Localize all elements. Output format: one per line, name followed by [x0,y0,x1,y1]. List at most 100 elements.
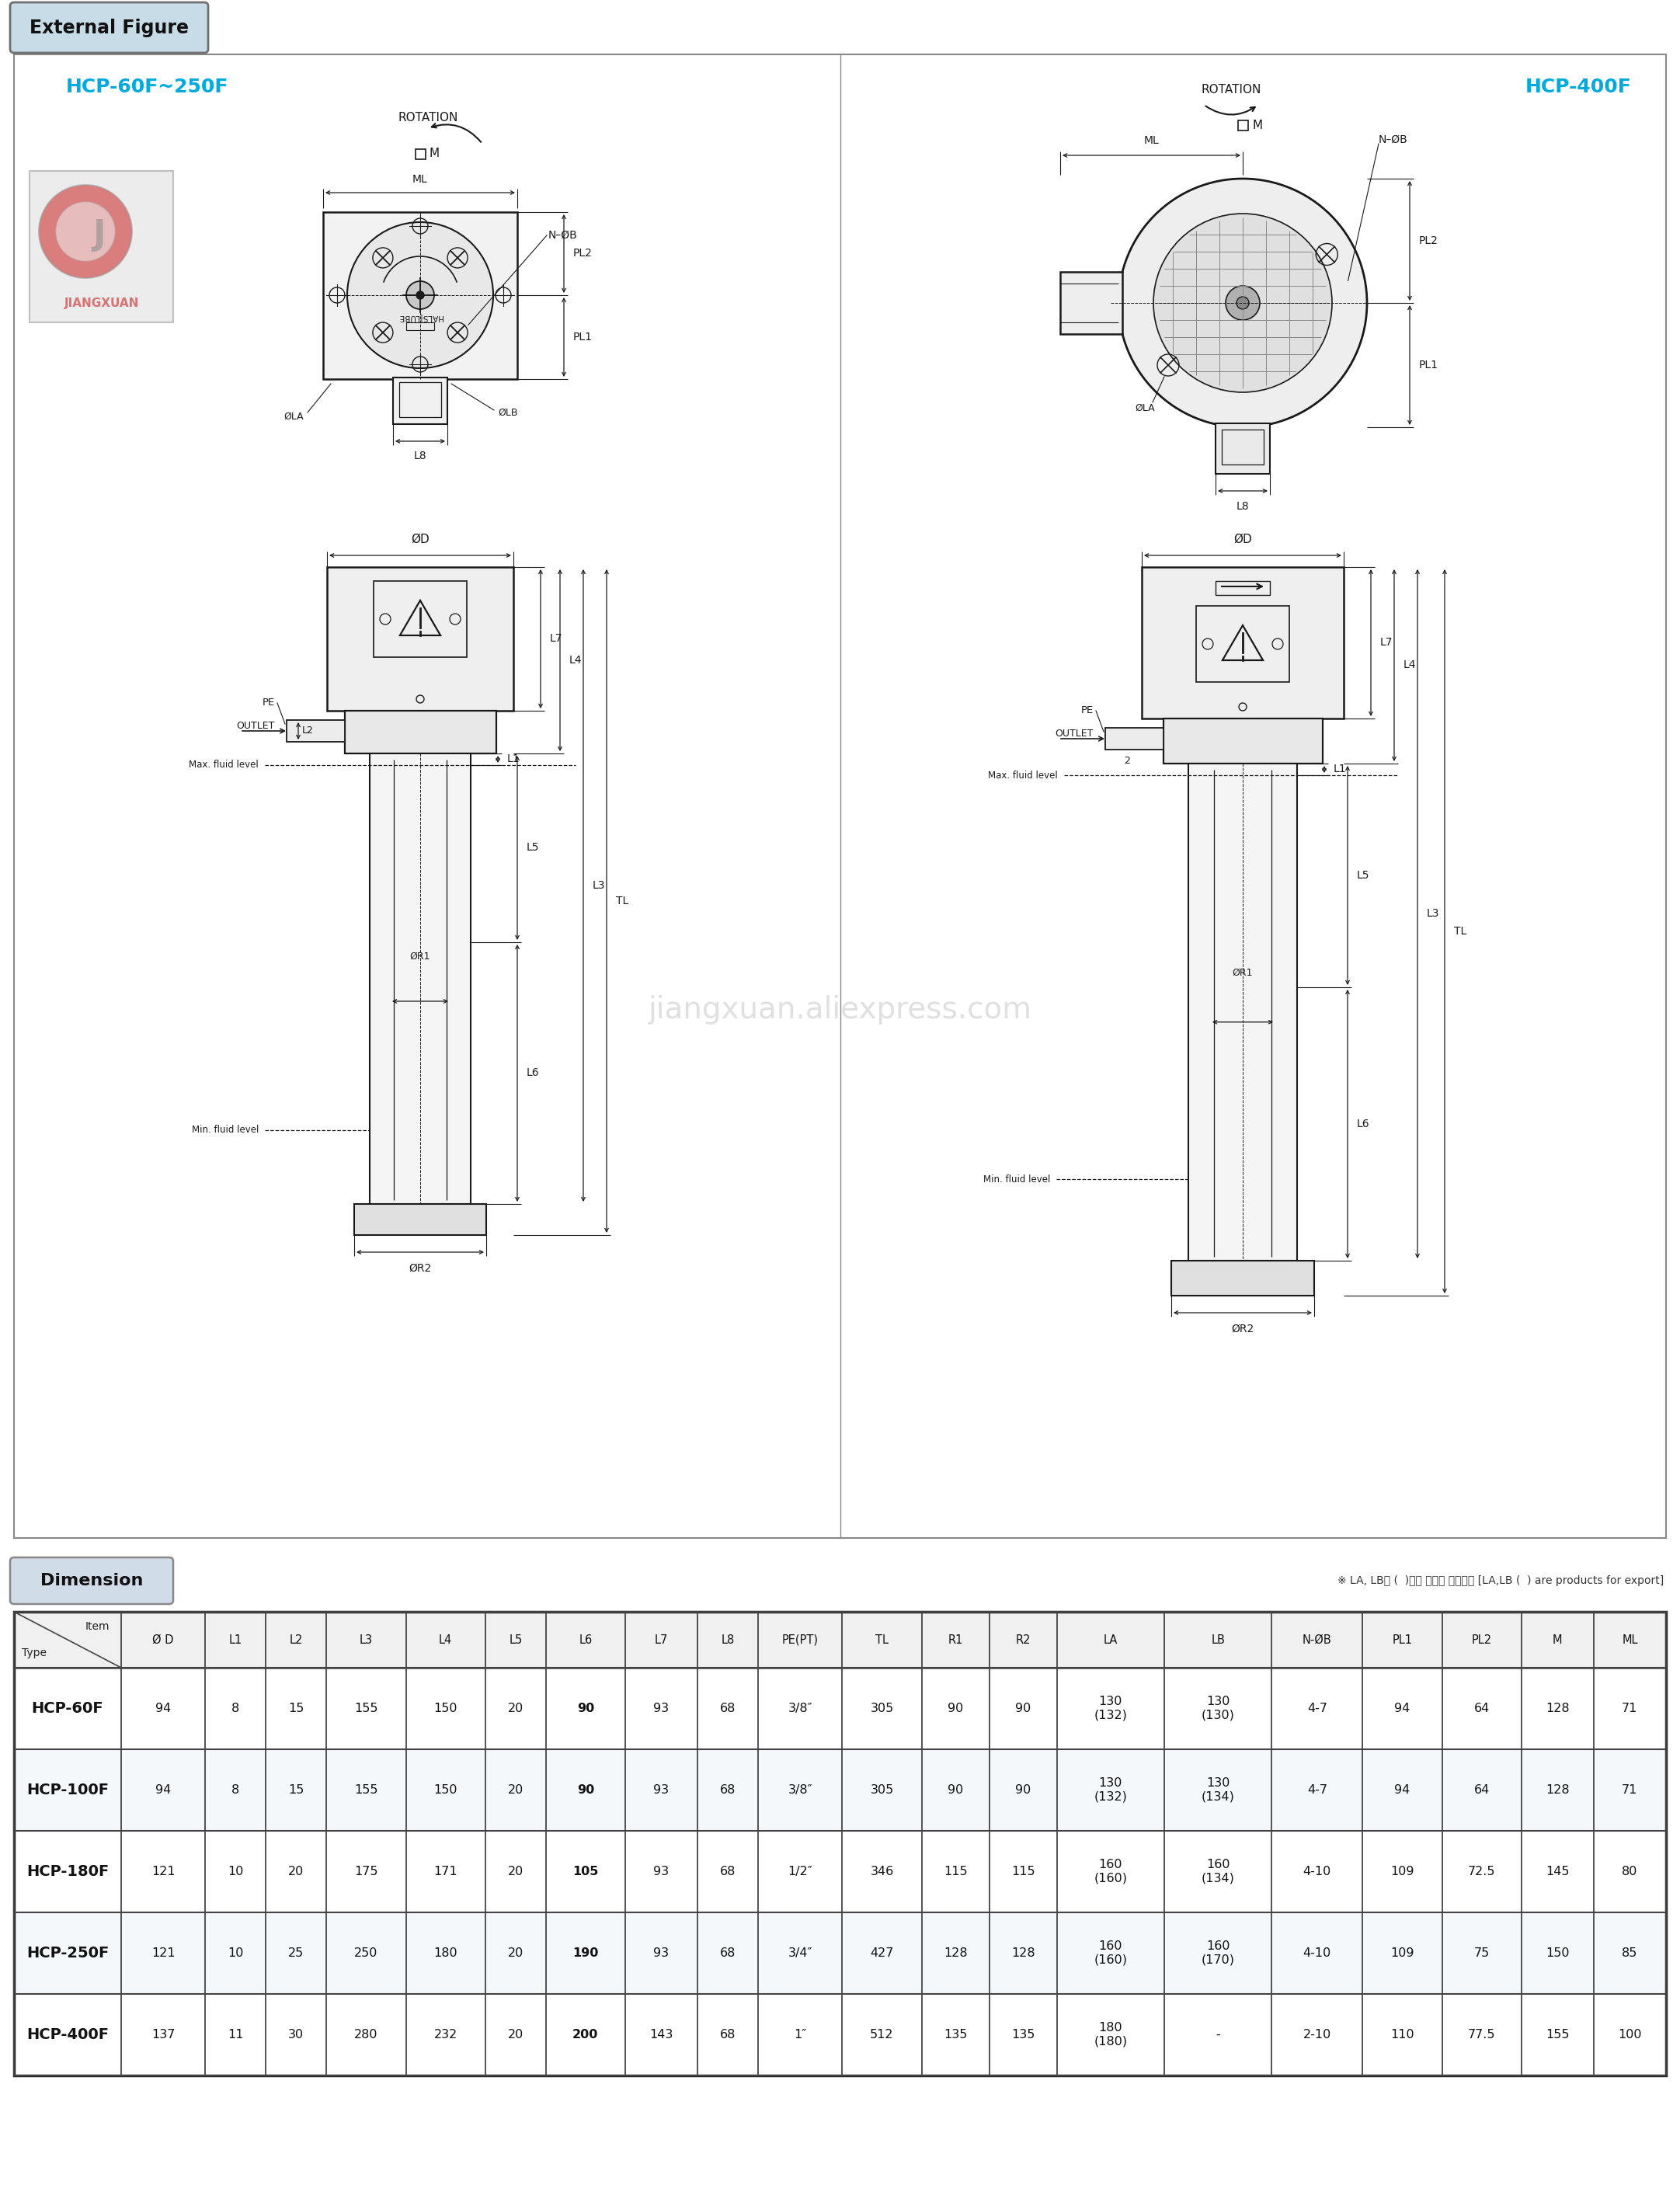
Text: ØR1: ØR1 [1233,966,1253,977]
Bar [13,1613,1667,2076]
Text: L7: L7 [549,633,563,644]
Bar [393,377,447,424]
Text: Max. fluid level: Max. fluid level [188,761,259,770]
Text: 180: 180 [433,1948,457,1959]
Text: 250: 250 [354,1948,378,1959]
Bar [1216,424,1270,474]
Text: Max. fluid level: Max. fluid level [988,770,1058,781]
Text: ROTATION: ROTATION [1201,84,1262,95]
Text: PL1: PL1 [1420,360,1438,371]
Text: 100: 100 [1618,2030,1641,2041]
Text: 190: 190 [573,1948,598,1959]
Text: L5: L5 [509,1635,522,1646]
Text: L5: L5 [526,843,539,854]
Text: 64: 64 [1473,1785,1490,1796]
Bar [1196,607,1289,682]
Text: L8: L8 [1236,501,1250,512]
Text: 115: 115 [944,1866,968,1877]
Text: 346: 346 [870,1866,894,1877]
Text: 90: 90 [576,1785,595,1796]
Text: LA: LA [1104,1635,1117,1646]
Text: 68: 68 [721,1785,736,1796]
Text: 75: 75 [1473,1948,1490,1959]
Bar [400,382,442,417]
Text: ØLB: ØLB [497,408,517,417]
Bar [323,212,517,379]
Text: 512: 512 [870,2030,894,2041]
Text: 90: 90 [948,1785,963,1796]
Bar [1221,430,1263,465]
Text: -: - [1216,2030,1220,2041]
Text: 109: 109 [1391,1866,1415,1877]
Bar [1105,728,1164,750]
Text: 80: 80 [1621,1866,1638,1877]
Circle shape [407,280,433,309]
Bar [407,322,433,331]
Text: 305: 305 [870,1703,894,1714]
Bar [13,1613,1667,2076]
Text: 128: 128 [944,1948,968,1959]
Text: 137: 137 [151,2030,175,2041]
Text: 2: 2 [1124,757,1131,765]
Text: 93: 93 [654,1866,669,1877]
Text: 280: 280 [354,2030,378,2041]
Text: 8: 8 [232,1785,240,1796]
Text: jiangxuan.aliexpress.com: jiangxuan.aliexpress.com [648,995,1032,1024]
Text: 160
(160): 160 (160) [1094,1941,1127,1966]
Text: 68: 68 [721,1948,736,1959]
Text: R2: R2 [1015,1635,1032,1646]
Bar [1060,271,1122,333]
Text: L6: L6 [580,1635,593,1646]
Text: ML: ML [1621,1635,1638,1646]
Text: 180
(180): 180 (180) [1094,2023,1127,2047]
Text: 11: 11 [227,2030,244,2041]
Text: Ø D: Ø D [153,1635,173,1646]
Text: 93: 93 [654,1948,669,1959]
Text: 10: 10 [227,1866,244,1877]
Text: ØR1: ØR1 [410,951,430,962]
Text: Min. fluid level: Min. fluid level [192,1125,259,1136]
Bar [415,150,425,159]
Text: 4-7: 4-7 [1307,1703,1327,1714]
Text: ※ LA, LB형 (  )안의 치수는 수쉦용임 [LA,LB (  ) are products for export]: ※ LA, LB형 ( )안의 치수는 수쉦용임 [LA,LB ( ) are … [1337,1575,1663,1586]
Text: 94: 94 [1394,1703,1410,1714]
Text: HCP-180F: HCP-180F [27,1864,109,1880]
Text: L4: L4 [570,655,583,666]
Text: 2-10: 2-10 [1304,2030,1331,2041]
Text: 93: 93 [654,1703,669,1714]
Circle shape [39,185,133,278]
Text: 145: 145 [1546,1866,1569,1877]
Text: 3/4″: 3/4″ [788,1948,813,1959]
Text: HCP-60F: HCP-60F [32,1701,104,1716]
Text: L4: L4 [438,1635,452,1646]
Bar [1216,580,1270,596]
Text: OUTLET: OUTLET [237,721,276,732]
Bar [13,1668,1667,1749]
Text: TL: TL [875,1635,889,1646]
Text: 155: 155 [1546,2030,1569,2041]
Text: L5: L5 [1357,869,1369,880]
Text: 20: 20 [507,2030,524,2041]
Text: N-ØB: N-ØB [1302,1635,1332,1646]
Text: 143: 143 [650,2030,674,2041]
Text: 72.5: 72.5 [1468,1866,1495,1877]
Text: PL1: PL1 [573,331,593,342]
Text: 121: 121 [151,1948,175,1959]
Bar [354,1204,486,1235]
FancyBboxPatch shape [10,2,208,53]
Text: 10: 10 [227,1948,244,1959]
Bar [13,1831,1667,1913]
Text: L8: L8 [721,1635,734,1646]
Text: HCP-400F: HCP-400F [27,2027,109,2043]
Text: HCP-250F: HCP-250F [27,1946,109,1961]
Text: 135: 135 [1011,2030,1035,2041]
Text: 20: 20 [507,1866,524,1877]
Text: 150: 150 [433,1785,457,1796]
Text: 200: 200 [573,2030,598,2041]
Bar [13,1749,1667,1831]
Text: 68: 68 [721,2030,736,2041]
Text: L4: L4 [1403,660,1416,671]
Bar [1142,567,1344,719]
Text: LB: LB [1211,1635,1225,1646]
Text: 160
(170): 160 (170) [1201,1941,1235,1966]
